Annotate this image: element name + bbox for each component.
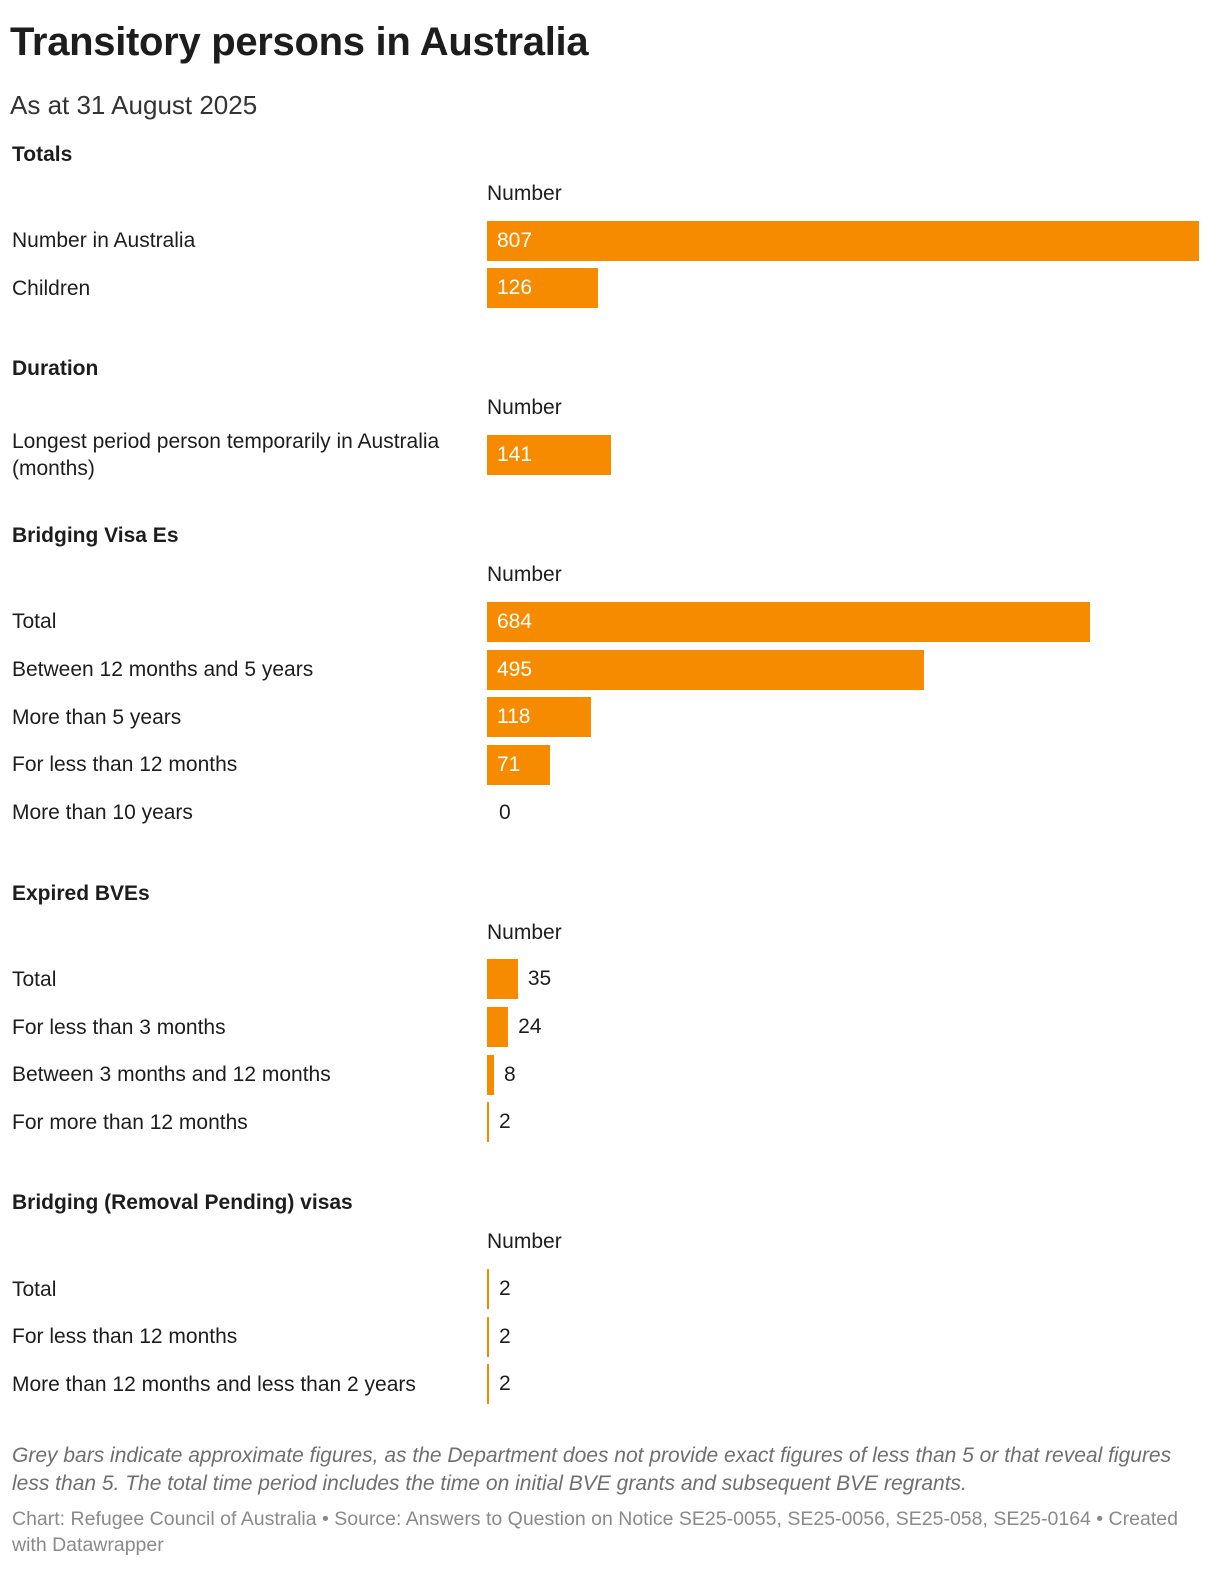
category-label: For less than 3 months — [12, 1015, 226, 1039]
value-label: 2 — [499, 1324, 511, 1348]
sections: Totals Number Number in Australia 807 Chi… — [12, 140, 1208, 1408]
credit-line: Chart: Refugee Council of Australia • So… — [12, 1508, 1178, 1557]
bar — [487, 649, 924, 690]
bar-area: 35 — [487, 959, 1199, 1000]
bar-row: Number in Australia 807 — [12, 217, 1208, 265]
bar-row: Total 35 — [12, 956, 1208, 1004]
category-label: Number in Australia — [12, 229, 196, 253]
column-header: Number — [487, 920, 562, 944]
value-label: 807 — [497, 228, 533, 252]
category-label: More than 5 years — [12, 705, 182, 729]
section-title: Expired BVEs — [12, 881, 150, 905]
section-title: Totals — [12, 143, 73, 166]
bar-area: 2 — [487, 1102, 1199, 1143]
value-label: 8 — [504, 1062, 516, 1086]
bar-area: 0 — [487, 793, 1199, 833]
bar-row: Between 12 months and 5 years 495 — [12, 646, 1208, 694]
bar-area: 8 — [487, 1054, 1199, 1095]
column-header: Number — [487, 182, 562, 205]
bar-row: For more than 12 months 2 — [12, 1099, 1208, 1147]
value-label: 2 — [499, 1277, 511, 1301]
value-label: 118 — [497, 705, 531, 729]
value-label: 495 — [497, 657, 533, 681]
footnote: Grey bars indicate approximate figures, … — [12, 1444, 1172, 1496]
bar — [487, 1054, 495, 1095]
bar — [487, 1269, 489, 1310]
chart-section: Bridging Visa Es Number Total 684 Between… — [12, 521, 1208, 836]
category-label: Total — [12, 967, 57, 991]
bar-area: 495 — [487, 649, 1199, 690]
chart-section: Bridging (Removal Pending) visas Number T… — [12, 1188, 1208, 1408]
section-title: Bridging Visa Es — [12, 524, 179, 548]
bar — [487, 1316, 489, 1357]
category-label: Children — [12, 277, 91, 301]
value-label: 684 — [497, 609, 533, 633]
bar-area: 126 — [487, 268, 1199, 309]
bar-row: More than 5 years 118 — [12, 693, 1208, 741]
value-label: 71 — [497, 752, 521, 776]
chart-section: Duration Number Longest period person tem… — [12, 354, 1208, 481]
bar-area: 2 — [487, 1316, 1199, 1357]
bar — [487, 697, 592, 738]
bar — [487, 1102, 489, 1143]
bar-row: Children 126 — [12, 265, 1208, 313]
value-label: 2 — [499, 1110, 511, 1134]
category-label: For less than 12 months — [12, 1325, 238, 1349]
bar-row: More than 12 months and less than 2 year… — [12, 1361, 1208, 1409]
bar — [487, 601, 1091, 642]
category-label: For less than 12 months — [12, 753, 238, 777]
column-header: Number — [487, 563, 562, 587]
bar-row: Total 2 — [12, 1265, 1208, 1313]
bar — [487, 744, 550, 785]
bar-area: 141 — [487, 435, 1199, 476]
category-label: Longest period person temporarily in Aus… — [12, 430, 440, 481]
bar-area: 2 — [487, 1364, 1199, 1405]
value-label: 0 — [499, 800, 511, 824]
value-label: 126 — [497, 276, 533, 300]
chart-title: Transitory persons in Australia — [10, 20, 589, 64]
section-title: Bridging (Removal Pending) visas — [12, 1191, 353, 1215]
bar-area: 684 — [487, 601, 1199, 642]
category-label: For more than 12 months — [12, 1110, 248, 1134]
category-label: More than 12 months and less than 2 year… — [12, 1372, 416, 1396]
bar — [487, 959, 518, 1000]
chart-subtitle: As at 31 August 2025 — [10, 90, 258, 120]
bar — [487, 268, 599, 309]
bar-row: For less than 12 months 2 — [12, 1313, 1208, 1361]
category-label: Total — [12, 610, 57, 634]
category-label: Total — [12, 1277, 57, 1301]
bar-area: 118 — [487, 697, 1199, 738]
bar-area: 24 — [487, 1006, 1199, 1047]
value-label: 141 — [497, 443, 533, 467]
value-label: 35 — [527, 967, 552, 991]
bar — [487, 435, 612, 476]
column-header: Number — [487, 396, 562, 420]
value-label: 24 — [518, 1014, 542, 1038]
category-label: More than 10 years — [12, 801, 193, 825]
bar — [487, 220, 1199, 261]
bar — [487, 1006, 509, 1047]
bar-row: Between 3 months and 12 months 8 — [12, 1051, 1208, 1099]
bar-row: For less than 12 months 71 — [12, 741, 1208, 789]
category-label: Between 3 months and 12 months — [12, 1063, 331, 1087]
category-label: Between 12 months and 5 years — [12, 658, 314, 682]
bar-row: More than 10 years 0 — [12, 789, 1208, 837]
bar-row: Longest period person temporarily in Aus… — [12, 430, 1208, 481]
column-header: Number — [487, 1230, 562, 1254]
value-label: 2 — [499, 1372, 511, 1396]
chart-section: Expired BVEs Number Total 35 For less tha… — [12, 879, 1208, 1147]
bar — [487, 1364, 489, 1405]
section-title: Duration — [12, 357, 99, 381]
bar-row: For less than 3 months 24 — [12, 1003, 1208, 1051]
bar-area: 2 — [487, 1269, 1199, 1310]
bar-row: Total 684 — [12, 598, 1208, 646]
bar-area: 807 — [487, 220, 1199, 261]
bar-area: 71 — [487, 744, 1199, 785]
chart-section: Totals Number Number in Australia 807 Chi… — [12, 140, 1208, 312]
